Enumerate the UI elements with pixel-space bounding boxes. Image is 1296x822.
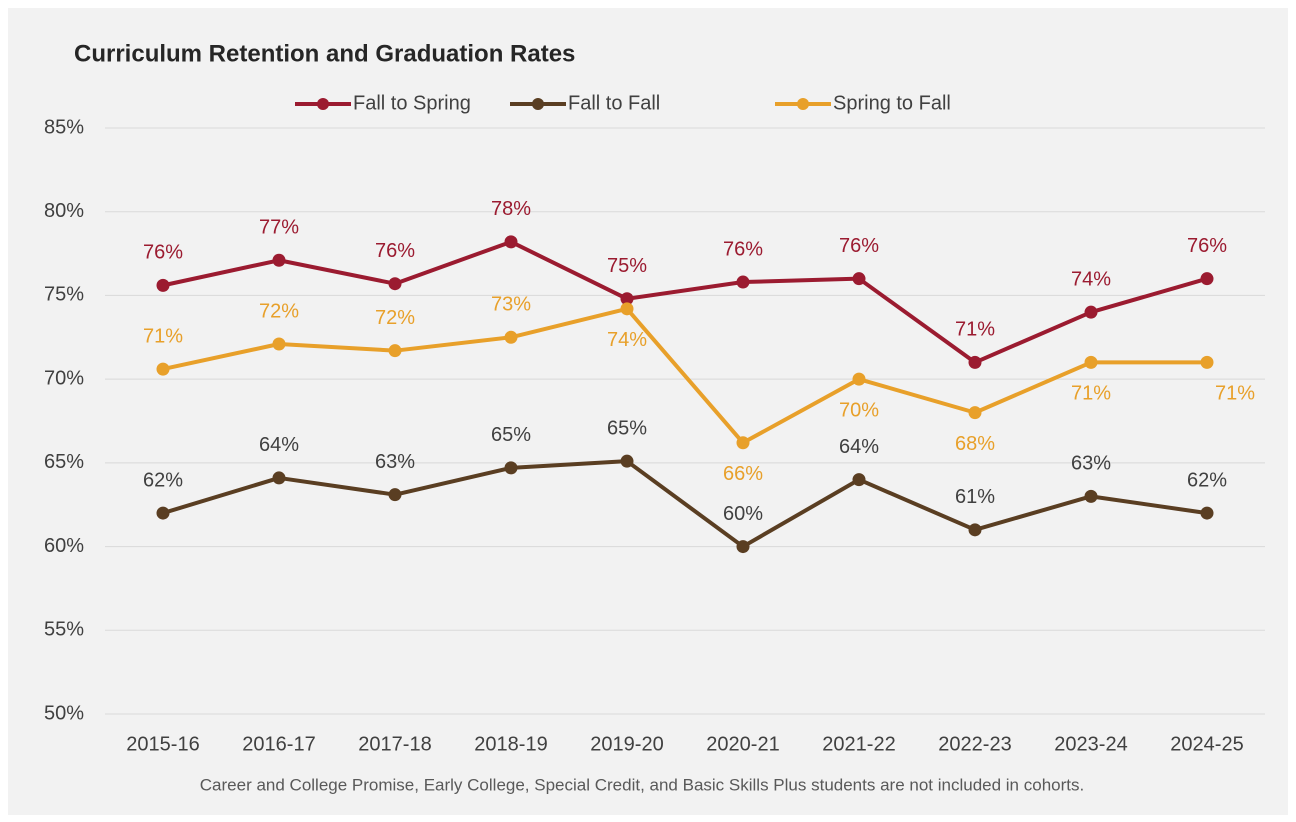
y-tick-label: 80% bbox=[44, 200, 84, 222]
data-point bbox=[156, 362, 170, 376]
data-point bbox=[272, 337, 286, 351]
data-label: 74% bbox=[1071, 268, 1111, 290]
data-point bbox=[620, 302, 634, 316]
data-point bbox=[504, 235, 518, 249]
data-label: 73% bbox=[491, 294, 531, 316]
data-point bbox=[156, 506, 170, 520]
data-point bbox=[852, 272, 866, 286]
data-point bbox=[388, 488, 402, 502]
data-point bbox=[968, 355, 982, 369]
legend-label: Fall to Spring bbox=[353, 92, 471, 114]
data-point bbox=[968, 406, 982, 420]
x-tick-label: 2022-23 bbox=[938, 733, 1011, 755]
data-point bbox=[388, 277, 402, 291]
data-label: 74% bbox=[607, 329, 647, 351]
chart-title: Curriculum Retention and Graduation Rate… bbox=[74, 40, 575, 67]
data-point bbox=[388, 344, 402, 358]
y-tick-label: 85% bbox=[44, 116, 84, 138]
y-tick-label: 75% bbox=[44, 284, 84, 306]
data-point bbox=[968, 523, 982, 537]
data-point bbox=[272, 253, 286, 267]
data-label: 72% bbox=[259, 300, 299, 322]
data-label: 65% bbox=[607, 417, 647, 439]
data-label: 70% bbox=[839, 399, 879, 421]
y-tick-label: 50% bbox=[44, 702, 84, 724]
x-tick-label: 2024-25 bbox=[1170, 733, 1243, 755]
y-tick-label: 60% bbox=[44, 535, 84, 557]
x-tick-label: 2023-24 bbox=[1054, 733, 1127, 755]
data-label: 78% bbox=[491, 198, 531, 220]
data-label: 76% bbox=[839, 235, 879, 257]
x-tick-label: 2017-18 bbox=[358, 733, 431, 755]
x-tick-label: 2021-22 bbox=[822, 733, 895, 755]
data-label: 63% bbox=[375, 451, 415, 473]
data-point bbox=[852, 372, 866, 386]
data-point bbox=[1084, 355, 1098, 369]
data-label: 77% bbox=[259, 217, 299, 239]
data-label: 76% bbox=[143, 242, 183, 264]
y-tick-label: 65% bbox=[44, 451, 84, 473]
data-label: 62% bbox=[1187, 469, 1227, 491]
series-line bbox=[162, 306, 1207, 445]
data-label: 61% bbox=[955, 486, 995, 508]
data-point bbox=[504, 330, 518, 344]
x-tick-label: 2016-17 bbox=[242, 733, 315, 755]
data-label: 65% bbox=[491, 424, 531, 446]
data-point bbox=[1084, 489, 1098, 503]
x-tick-label: 2018-19 bbox=[474, 733, 547, 755]
data-label: 64% bbox=[259, 434, 299, 456]
data-point bbox=[272, 471, 286, 485]
data-point bbox=[1200, 355, 1214, 369]
legend-label: Fall to Fall bbox=[568, 92, 660, 114]
data-label: 66% bbox=[723, 463, 763, 485]
data-label: 76% bbox=[723, 238, 763, 260]
data-point bbox=[736, 275, 750, 289]
x-tick-label: 2015-16 bbox=[126, 733, 199, 755]
data-label: 76% bbox=[1187, 235, 1227, 257]
data-point bbox=[852, 473, 866, 487]
data-point bbox=[736, 540, 750, 554]
y-tick-label: 55% bbox=[44, 619, 84, 641]
legend-marker bbox=[317, 98, 329, 110]
data-point bbox=[620, 292, 634, 306]
data-label: 71% bbox=[1215, 383, 1255, 405]
x-tick-label: 2020-21 bbox=[706, 733, 779, 755]
data-label: 71% bbox=[143, 325, 183, 347]
legend-label: Spring to Fall bbox=[833, 92, 951, 114]
data-label: 72% bbox=[375, 307, 415, 329]
data-label: 71% bbox=[1071, 383, 1111, 405]
y-tick-label: 70% bbox=[44, 367, 84, 389]
data-label: 63% bbox=[1071, 453, 1111, 475]
data-point bbox=[156, 278, 170, 292]
data-label: 75% bbox=[607, 255, 647, 277]
data-point bbox=[504, 461, 518, 475]
data-label: 71% bbox=[955, 319, 995, 341]
legend-marker bbox=[532, 98, 544, 110]
data-point bbox=[736, 436, 750, 450]
series-line bbox=[162, 459, 1208, 549]
legend-marker bbox=[797, 98, 809, 110]
data-label: 76% bbox=[375, 240, 415, 262]
data-point bbox=[1084, 305, 1098, 319]
data-point bbox=[1200, 506, 1214, 520]
data-label: 62% bbox=[143, 469, 183, 491]
data-point bbox=[1200, 272, 1214, 286]
data-label: 60% bbox=[723, 503, 763, 525]
series-line bbox=[162, 239, 1208, 365]
chart-background bbox=[8, 8, 1288, 815]
data-label: 64% bbox=[839, 436, 879, 458]
footnote: Career and College Promise, Early Colleg… bbox=[200, 775, 1084, 794]
data-point bbox=[620, 454, 634, 468]
data-label: 68% bbox=[955, 433, 995, 455]
x-tick-label: 2019-20 bbox=[590, 733, 663, 755]
